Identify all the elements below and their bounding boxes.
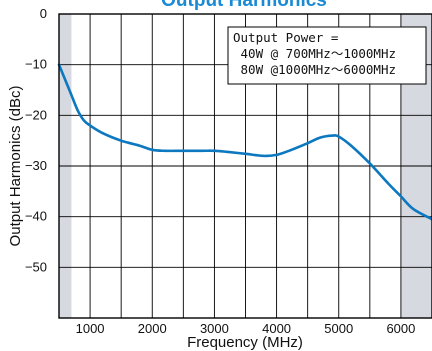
x-axis-label: Frequency (MHz) <box>187 334 303 351</box>
series-line-layer <box>57 63 432 221</box>
annotation-line-3: 80W @1000MHz〜6000MHz <box>233 62 396 77</box>
y-tick-label: −10 <box>25 57 47 72</box>
plot-frame <box>58 13 432 319</box>
x-tick-label: 3000 <box>200 321 229 336</box>
x-tick-label: 2000 <box>138 321 167 336</box>
y-tick-label: −30 <box>25 158 47 173</box>
y-tick-label: −40 <box>25 209 47 224</box>
y-tick-label: −50 <box>25 259 47 274</box>
annotation-box: Output Power = 40W @ 700MHz〜1000MHz 80W … <box>227 26 427 85</box>
x-tick-label: 4000 <box>262 321 291 336</box>
y-axis-label: Output Harmonics (dBc) <box>7 86 24 247</box>
annotation-line-1: Output Power = <box>233 30 338 45</box>
tick-labels: 1000 2000 3000 4000 5000 6000 0 −10 −20 −30 −40 −50 <box>25 6 415 336</box>
title-background <box>130 0 358 12</box>
x-tick-label: 1000 <box>76 321 105 336</box>
x-tick-label: 6000 <box>386 321 415 336</box>
y-tick-label: −20 <box>25 107 47 122</box>
series-line-1 <box>57 63 432 221</box>
chart-title: Output Harmonics <box>161 0 327 11</box>
annotation-box-frame <box>227 26 427 85</box>
annotation-line-2: 40W @ 700MHz〜1000MHz <box>233 46 396 61</box>
x-tick-label: 5000 <box>324 321 353 336</box>
y-tick-label: 0 <box>40 6 47 21</box>
